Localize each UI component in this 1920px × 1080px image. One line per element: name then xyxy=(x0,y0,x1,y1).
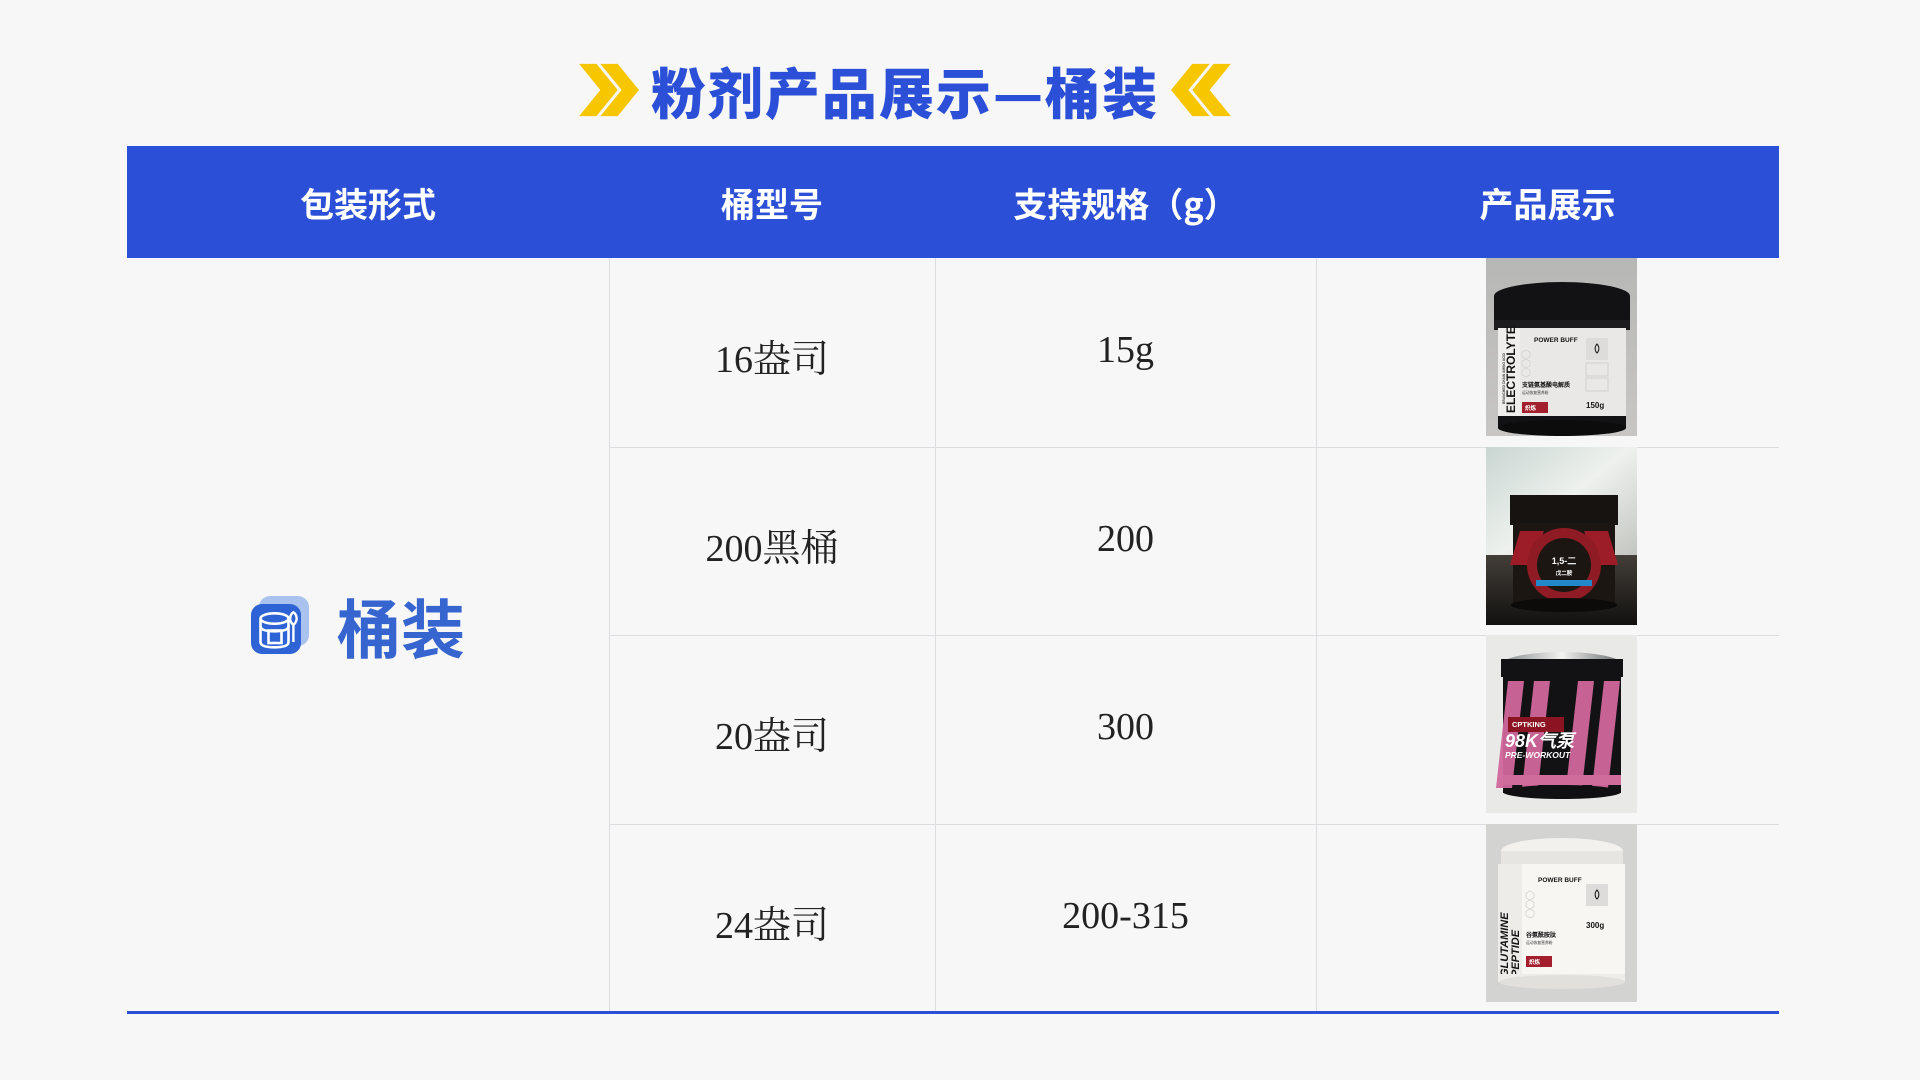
svg-text:ELECTROLYTE: ELECTROLYTE xyxy=(1504,326,1518,413)
svg-text:运动恢复营养粉: 运动恢复营养粉 xyxy=(1522,390,1549,395)
svg-text:CPTKING: CPTKING xyxy=(1512,720,1546,729)
svg-text:PEPTIDE: PEPTIDE xyxy=(1510,929,1522,977)
svg-text:谷氨酰胺肽: 谷氨酰胺肽 xyxy=(1526,931,1557,939)
svg-text:1,5-二: 1,5-二 xyxy=(1552,556,1577,566)
svg-text:炽炼: 炽炼 xyxy=(1525,404,1537,412)
svg-text:支链氨基酸电解质: 支链氨基酸电解质 xyxy=(1521,381,1570,389)
svg-text:POWER BUFF: POWER BUFF xyxy=(1534,337,1578,344)
svg-text:运动恢复营养粉: 运动恢复营养粉 xyxy=(1526,940,1553,945)
svg-text:150g: 150g xyxy=(1586,401,1604,410)
svg-text:PRE-WORKOUT: PRE-WORKOUT xyxy=(1505,750,1571,760)
svg-text:POWER BUFF: POWER BUFF xyxy=(1538,877,1582,884)
svg-text:BRANCHED CHAIN AMINO ACID: BRANCHED CHAIN AMINO ACID xyxy=(1502,353,1506,404)
svg-text:戊二胺: 戊二胺 xyxy=(1555,569,1573,577)
svg-text:98K气泵: 98K气泵 xyxy=(1505,731,1577,751)
svg-text:炽炼: 炽炼 xyxy=(1529,958,1541,966)
svg-text:300g: 300g xyxy=(1586,921,1604,930)
